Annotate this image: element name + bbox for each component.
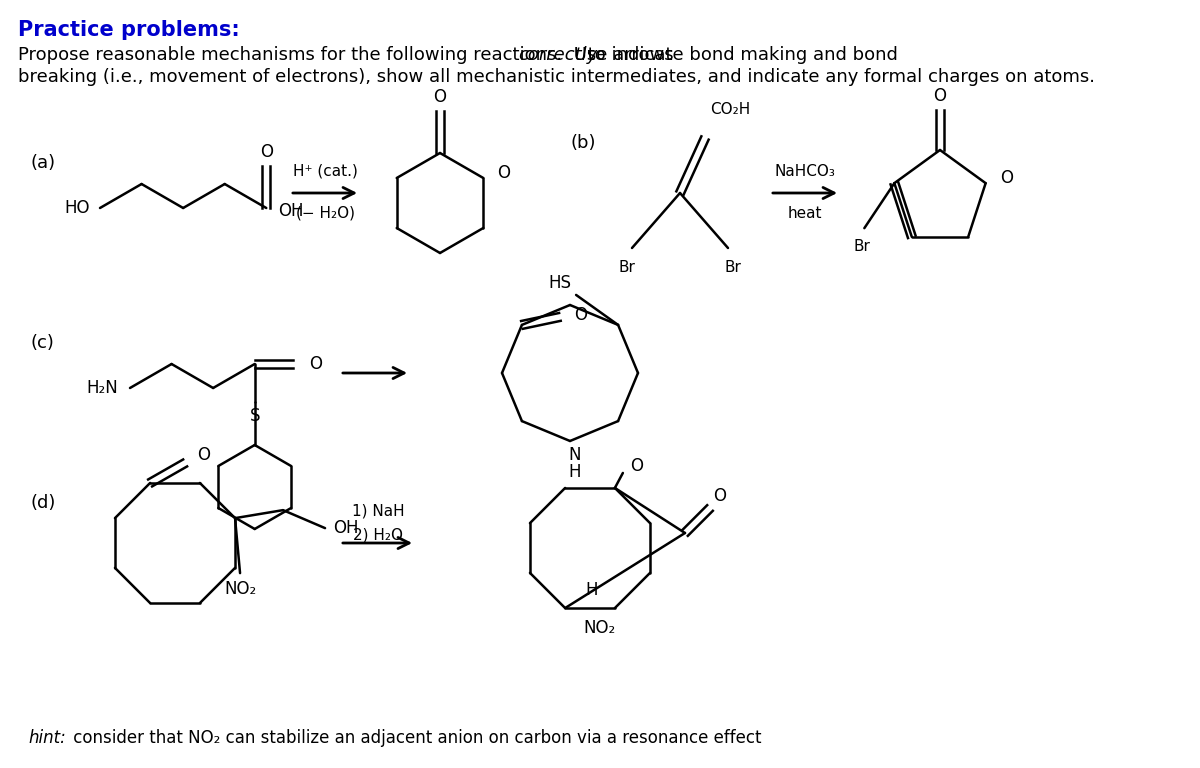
Text: NO₂: NO₂ <box>224 580 256 598</box>
Text: to indicate bond making and bond: to indicate bond making and bond <box>582 46 898 64</box>
Text: O: O <box>259 143 272 161</box>
Text: (c): (c) <box>30 334 54 352</box>
Text: Br: Br <box>618 260 636 276</box>
Text: HS: HS <box>548 274 571 292</box>
Text: correctly: correctly <box>518 46 598 64</box>
Text: hint:: hint: <box>28 729 66 747</box>
Text: O: O <box>574 306 587 324</box>
Text: NaHCO₃: NaHCO₃ <box>774 164 835 178</box>
Text: consider that NO₂ can stabilize an adjacent anion on carbon via a resonance effe: consider that NO₂ can stabilize an adjac… <box>68 729 762 747</box>
Text: NO₂: NO₂ <box>583 619 616 637</box>
Text: H: H <box>569 463 581 481</box>
Text: H⁺ (cat.): H⁺ (cat.) <box>293 164 358 178</box>
Text: Br: Br <box>725 260 742 276</box>
Text: 1) NaH: 1) NaH <box>352 504 404 518</box>
Text: Propose reasonable mechanisms for the following reactions.  Use arrows: Propose reasonable mechanisms for the fo… <box>18 46 679 64</box>
Text: Practice problems:: Practice problems: <box>18 20 240 40</box>
Text: O: O <box>714 487 726 505</box>
Text: H: H <box>586 581 598 599</box>
Text: N: N <box>569 446 581 464</box>
Text: OH: OH <box>278 202 304 220</box>
Text: (a): (a) <box>30 154 55 172</box>
Text: heat: heat <box>787 206 822 220</box>
Text: HO: HO <box>65 199 90 217</box>
Text: Br: Br <box>854 239 871 253</box>
Text: O: O <box>308 355 322 373</box>
Text: 2) H₂O: 2) H₂O <box>353 528 403 542</box>
Text: O: O <box>197 446 210 464</box>
Text: breaking (i.e., movement of electrons), show all mechanistic intermediates, and : breaking (i.e., movement of electrons), … <box>18 68 1096 86</box>
Text: (− H₂O): (− H₂O) <box>295 206 354 220</box>
Text: O: O <box>630 457 643 475</box>
Text: H₂N: H₂N <box>86 379 118 397</box>
Text: O: O <box>433 88 446 106</box>
Text: O: O <box>497 164 510 182</box>
Text: CO₂H: CO₂H <box>710 102 750 118</box>
Text: S: S <box>250 407 260 425</box>
Text: O: O <box>934 87 947 105</box>
Text: (d): (d) <box>30 494 55 512</box>
Text: (b): (b) <box>570 134 595 152</box>
Text: OH: OH <box>334 519 359 537</box>
Text: O: O <box>1000 169 1013 187</box>
